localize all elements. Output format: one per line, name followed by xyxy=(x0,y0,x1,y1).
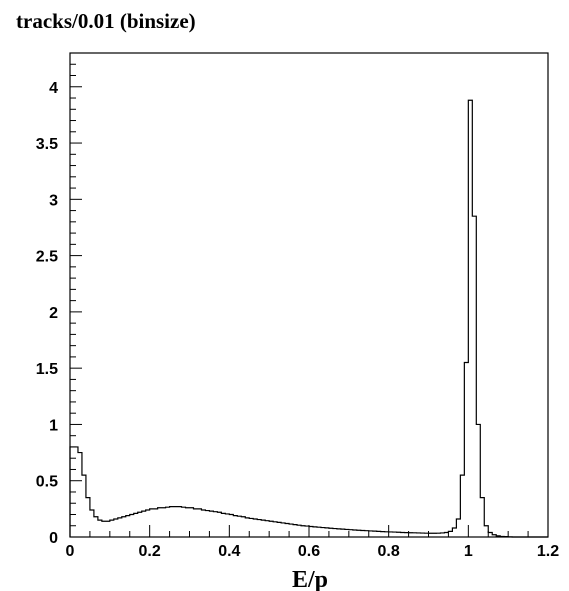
x-tick-label: 1 xyxy=(464,543,473,560)
y-tick-label: 2.5 xyxy=(36,249,58,266)
y-tick-label: 1.5 xyxy=(36,361,58,378)
x-tick-label: 0.2 xyxy=(139,543,161,560)
chart-title: tracks/0.01 (binsize) xyxy=(16,9,196,33)
plot-area: 0 0.2 0.4 0.6 0.8 1 1.2 0 0.5 1 1.5 2 2.5 3 3.5 4 xyxy=(36,52,559,560)
y-tick-label: 3 xyxy=(49,192,58,209)
y-tick-label: 3.5 xyxy=(36,136,58,153)
x-axis-label: E/p xyxy=(292,567,328,591)
y-tick-label: 4 xyxy=(49,80,58,97)
y-tick-label: 1 xyxy=(49,417,58,434)
histogram-series xyxy=(69,99,548,538)
y-tick-label: 0 xyxy=(49,530,58,547)
y-tick-label: 0.5 xyxy=(36,474,58,491)
x-tick-label: 0 xyxy=(66,543,75,560)
x-tick-label: 0.4 xyxy=(218,543,240,560)
y-tick-label: 2 xyxy=(49,305,58,322)
x-tick-label: 0.6 xyxy=(298,543,320,560)
x-tick-label: 1.2 xyxy=(537,543,559,560)
x-tick-label: 0.8 xyxy=(378,543,400,560)
